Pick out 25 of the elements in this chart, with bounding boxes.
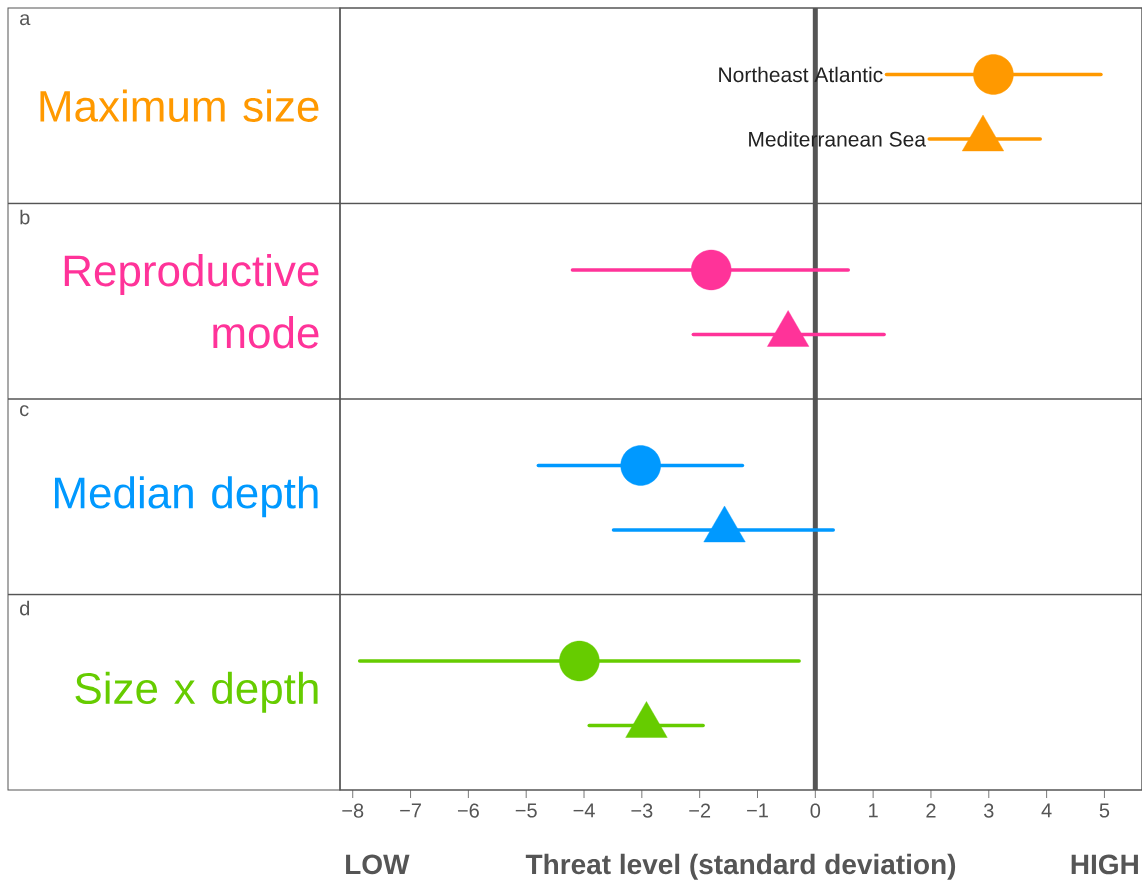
x-tick-label: 2 xyxy=(926,803,936,818)
y-tick-label: Median depth xyxy=(54,476,318,518)
x-tick-label: 5 xyxy=(1099,803,1110,818)
x-axis-title: Threat level (standard deviation) xyxy=(525,853,956,880)
x-tick-label: −3 xyxy=(631,803,653,818)
text: d xyxy=(20,600,30,616)
x-tick-label: −4 xyxy=(573,803,595,818)
x-tick-label: 4 xyxy=(1041,803,1052,818)
y-tick-label: Maximum size xyxy=(40,89,319,122)
text: LOW xyxy=(346,854,410,875)
x-tick-label: −6 xyxy=(457,803,479,818)
y-tick-label: Reproductive mode xyxy=(64,254,319,349)
x-tick-label: 1 xyxy=(869,803,878,818)
text: c xyxy=(20,405,29,417)
y-tick-label: Size x depth xyxy=(75,671,318,713)
x-tick-label: −5 xyxy=(515,803,537,818)
text: a xyxy=(20,14,31,26)
x-tick-label: −7 xyxy=(400,803,421,818)
x-tick-label: −8 xyxy=(342,803,364,818)
x-tick-label: 0 xyxy=(810,803,821,818)
x-tick-label: 3 xyxy=(983,803,994,818)
text: b xyxy=(20,209,30,225)
x-tick-label: −1 xyxy=(747,803,768,818)
x-tick-label: −2 xyxy=(689,803,711,818)
text: HIGH xyxy=(1071,854,1138,875)
